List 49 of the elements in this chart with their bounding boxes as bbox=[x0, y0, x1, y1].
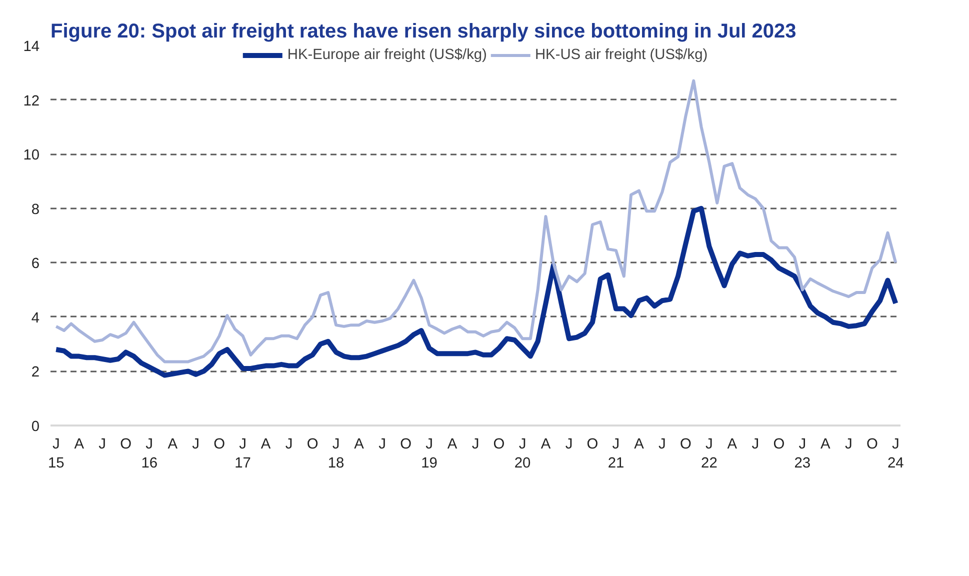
y-tick-label: 8 bbox=[31, 202, 40, 218]
x-tick-label: A bbox=[74, 436, 84, 452]
x-tick-label: J 18 bbox=[328, 436, 344, 472]
y-tick-label: 12 bbox=[23, 93, 40, 110]
x-tick-label: J bbox=[378, 436, 386, 452]
line-series bbox=[54, 79, 898, 364]
x-tick-label: J bbox=[285, 436, 293, 452]
legend-label: HK-US air freight (US$/kg) bbox=[534, 47, 708, 63]
x-tick-label: O bbox=[120, 436, 132, 452]
x-tick-label: J 23 bbox=[794, 436, 811, 472]
x-tick-label: O bbox=[493, 436, 505, 452]
x-tick-label: J 15 bbox=[48, 436, 64, 472]
x-tick-label: A bbox=[634, 436, 644, 452]
x-tick-label: J bbox=[472, 436, 480, 452]
x-tick-label: J bbox=[192, 436, 200, 452]
x-tick-label: A bbox=[354, 436, 364, 452]
y-tick-label: 10 bbox=[23, 148, 40, 164]
x-tick-label: A bbox=[820, 436, 831, 452]
x-tick-label: A bbox=[727, 436, 738, 452]
y-tick-label: 0 bbox=[31, 419, 40, 435]
x-tick-label: O bbox=[680, 436, 692, 452]
x-tick-label: A bbox=[168, 436, 178, 452]
x-tick-label: J 22 bbox=[701, 436, 718, 472]
x-tick-label: O bbox=[773, 436, 785, 452]
x-tick-label: J 17 bbox=[234, 436, 251, 472]
x-tick-label: O bbox=[586, 436, 598, 452]
x-tick-label: J bbox=[658, 436, 666, 452]
x-tick-label: J 20 bbox=[514, 436, 531, 472]
chart-title: Figure 20: Spot air freight rates have risen sharply since bottoming in Jul 2023 bbox=[50, 20, 796, 42]
x-tick-label: A bbox=[447, 436, 458, 452]
x-tick-label: J bbox=[844, 436, 852, 452]
x-tick-label: J 19 bbox=[421, 436, 438, 472]
x-tick-label: A bbox=[260, 436, 271, 452]
x-tick-label: O bbox=[214, 436, 226, 452]
x-tick-label: J bbox=[565, 436, 573, 452]
y-tick-label: 6 bbox=[31, 256, 40, 272]
legend-label: HK-Europe air freight (US$/kg) bbox=[287, 47, 487, 63]
y-tick-label: 4 bbox=[31, 310, 40, 326]
x-tick-label: O bbox=[306, 436, 318, 452]
y-tick-label: 2 bbox=[31, 364, 40, 381]
y-tick-label: 14 bbox=[23, 39, 40, 55]
x-tick-label: A bbox=[540, 436, 551, 452]
x-tick-label: J bbox=[98, 436, 106, 452]
x-tick-label: J 24 bbox=[887, 436, 904, 472]
x-tick-label: J 16 bbox=[141, 436, 158, 472]
x-tick-label: O bbox=[400, 436, 412, 452]
x-tick-label: J 21 bbox=[608, 436, 624, 472]
x-tick-label: J bbox=[752, 436, 760, 452]
x-tick-label: O bbox=[866, 436, 878, 452]
